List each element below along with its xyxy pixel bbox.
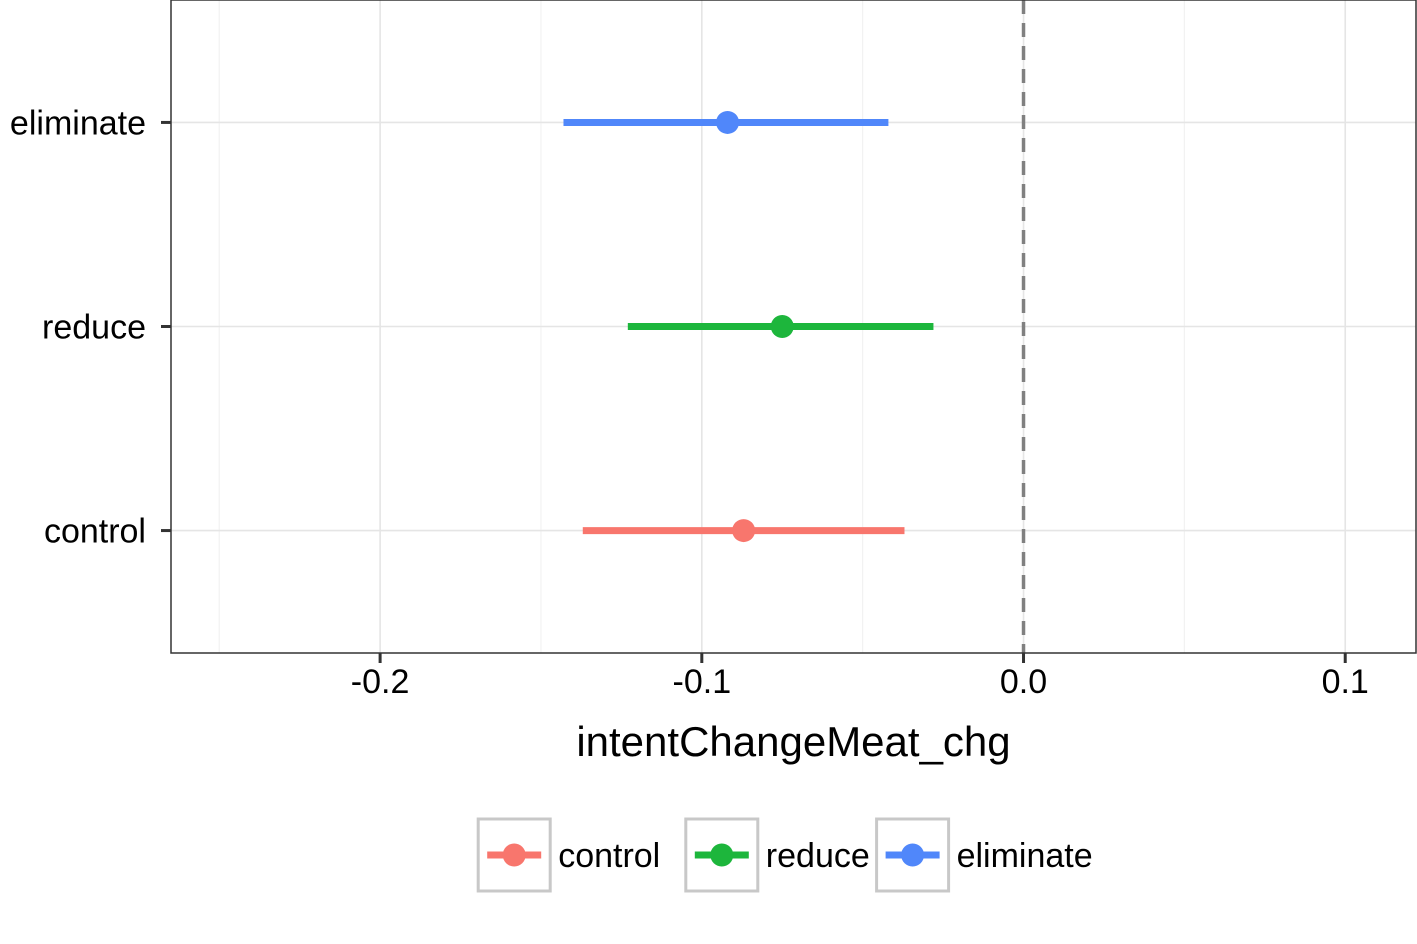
x-tick-label: -0.1 (673, 663, 732, 701)
x-tick-label: 0.1 (1322, 663, 1369, 701)
legend-key-point-eliminate (901, 843, 925, 867)
x-axis-title: intentChangeMeat_chg (576, 718, 1010, 765)
legend-key-point-control (502, 843, 526, 867)
point-control (732, 519, 756, 543)
x-tick-label: 0.0 (1000, 663, 1047, 701)
y-tick-label: reduce (42, 309, 146, 347)
data-marks (563, 110, 934, 543)
legend: control reduce eliminate (476, 817, 1093, 893)
legend-label-control: control (558, 837, 660, 875)
x-axis: -0.2 -0.1 0.0 0.1 (351, 653, 1369, 701)
legend-label-reduce: reduce (766, 837, 870, 875)
legend-label-eliminate: eliminate (957, 837, 1093, 875)
point-eliminate (716, 110, 740, 134)
y-tick-label: eliminate (10, 104, 146, 142)
y-axis: control reduce eliminate (10, 104, 171, 551)
x-tick-label: -0.2 (351, 663, 410, 701)
point-reduce (770, 315, 794, 338)
legend-key-point-reduce (710, 843, 734, 867)
y-tick-label: control (44, 513, 146, 551)
